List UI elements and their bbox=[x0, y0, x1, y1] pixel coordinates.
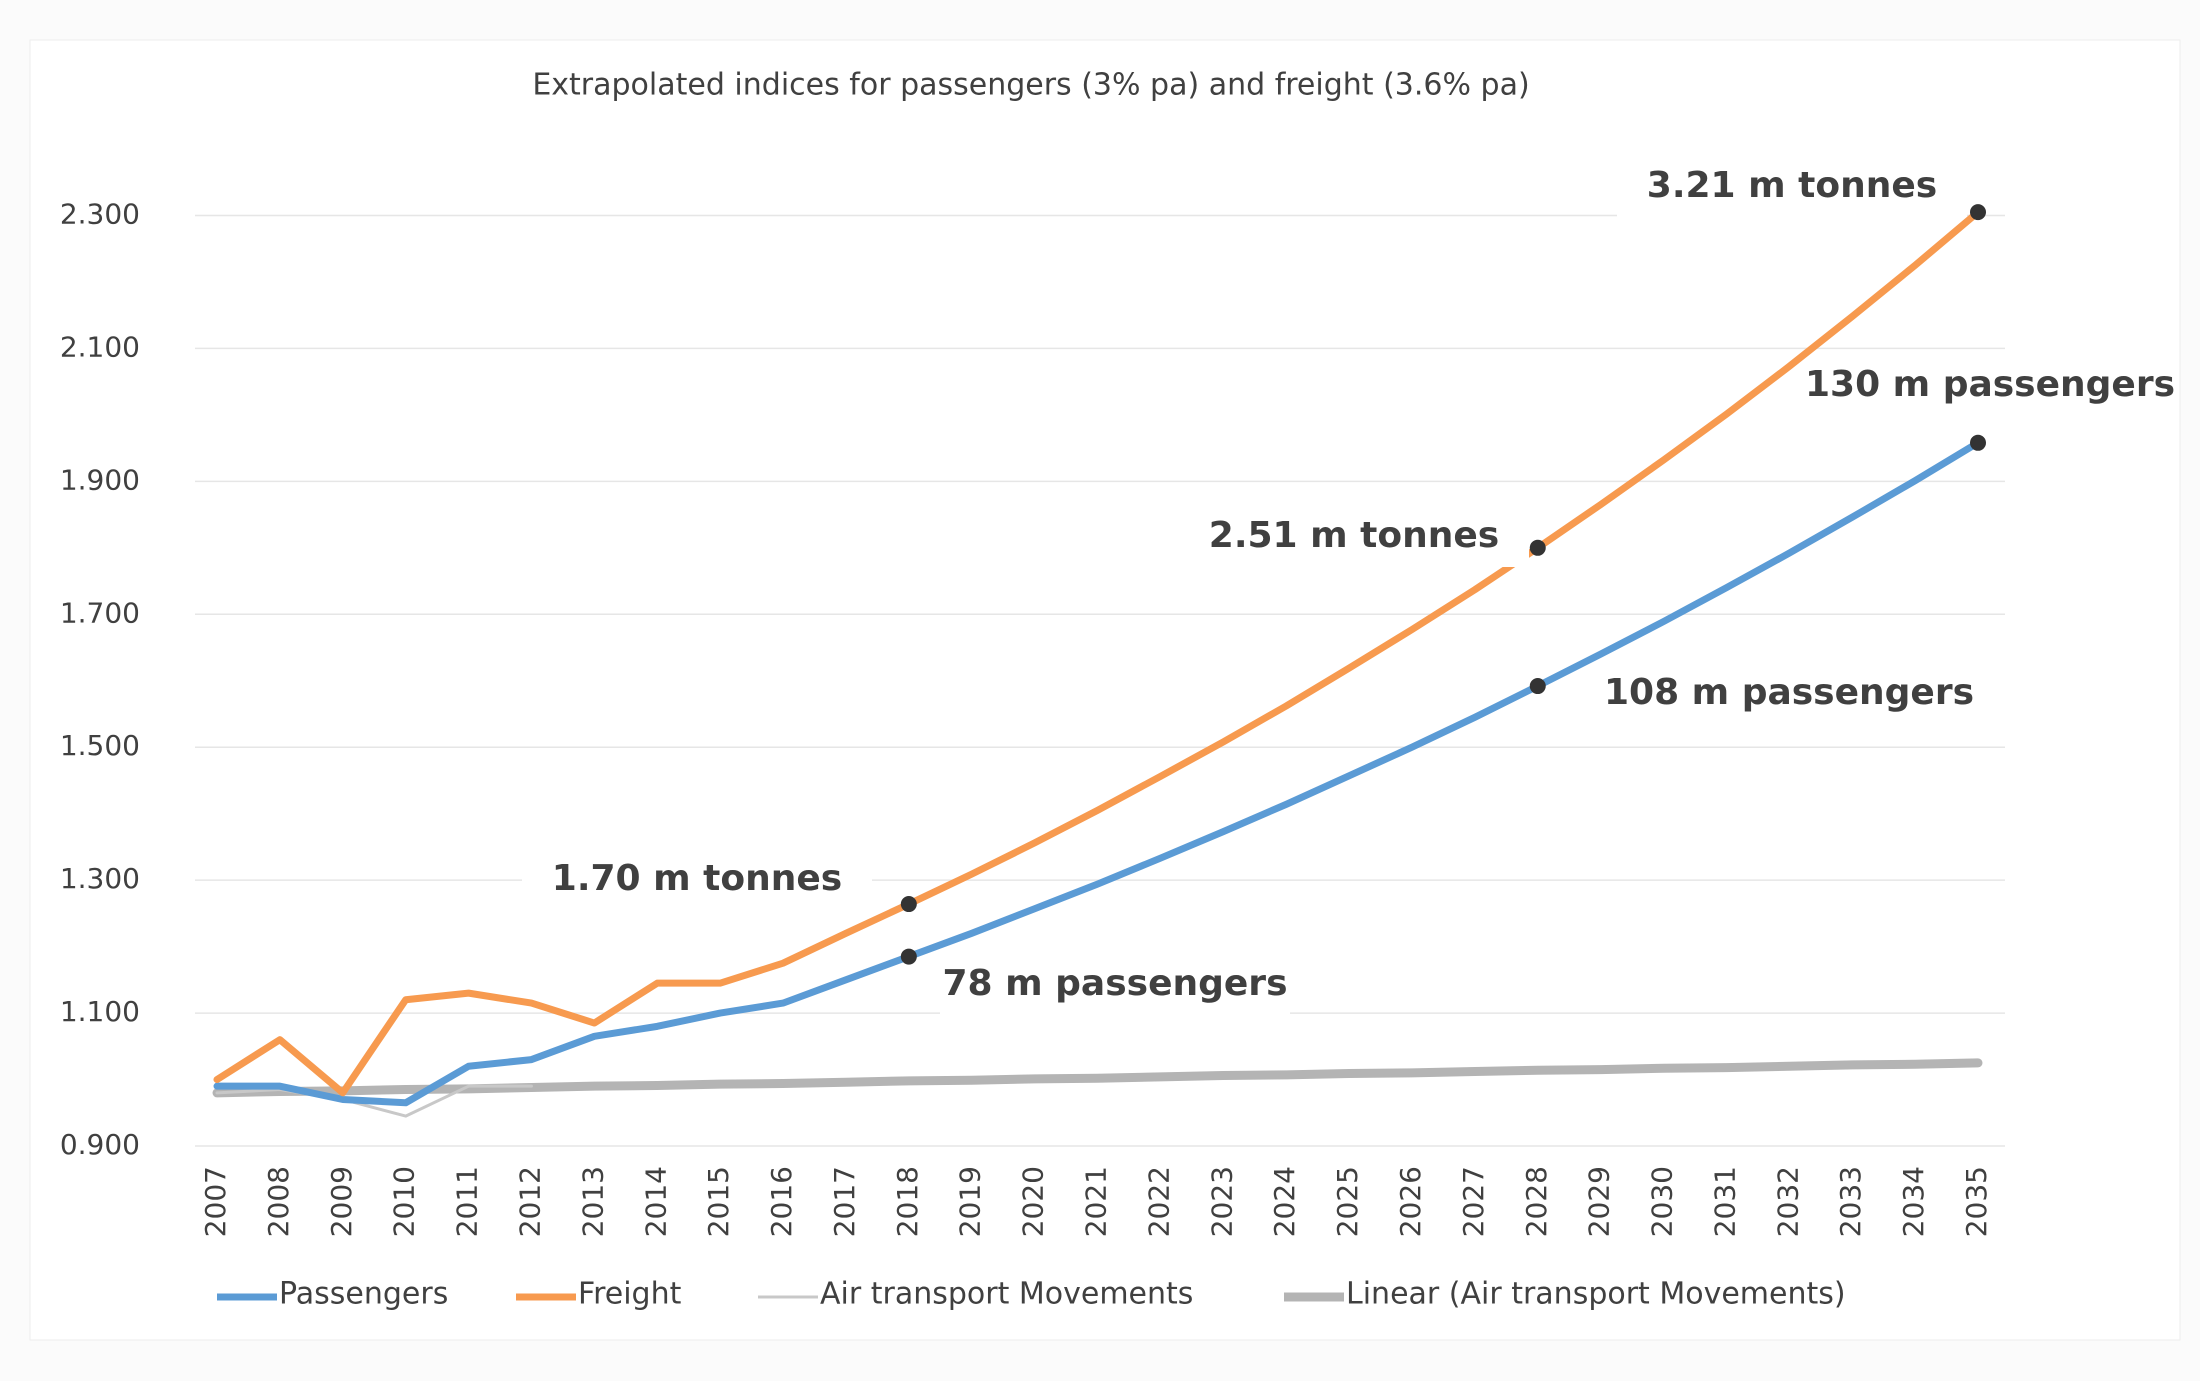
series-line bbox=[215, 1084, 533, 1118]
x-tick-label: 2023 bbox=[1205, 1166, 1238, 1237]
x-tick-label: 2027 bbox=[1457, 1166, 1490, 1237]
legend-label: Passengers bbox=[279, 1277, 448, 1312]
annotation-box bbox=[1614, 664, 1964, 724]
y-tick-label: 1.900 bbox=[60, 463, 140, 496]
y-tick-label: 2.300 bbox=[60, 197, 140, 230]
x-tick-label: 2019 bbox=[954, 1166, 987, 1237]
series-line bbox=[212, 1058, 1983, 1098]
x-tick-label: 2008 bbox=[262, 1166, 295, 1237]
x-tick-label: 2010 bbox=[388, 1166, 421, 1237]
x-tick-label: 2021 bbox=[1080, 1166, 1113, 1237]
marker bbox=[1970, 204, 1986, 221]
annotation-box bbox=[1815, 356, 2165, 416]
legend-label: Air transport Movements bbox=[820, 1277, 1193, 1312]
x-tick-label: 2028 bbox=[1520, 1166, 1553, 1237]
annotation-box bbox=[1179, 507, 1529, 567]
legend-label: Freight bbox=[578, 1277, 682, 1312]
annotation-box bbox=[522, 850, 872, 910]
annotation: 1.70 m tonnes bbox=[552, 858, 842, 899]
x-tick-label: 2029 bbox=[1583, 1166, 1616, 1237]
legend-label: Linear (Air transport Movements) bbox=[1346, 1277, 1846, 1312]
x-tick-label: 2012 bbox=[513, 1166, 546, 1237]
series-line bbox=[213, 208, 1982, 1097]
y-tick-label: 2.100 bbox=[60, 330, 140, 363]
annotation-box bbox=[940, 955, 1290, 1015]
annotation: 2.51 m tonnes bbox=[1209, 515, 1499, 556]
chart-title: Extrapolated indices for passengers (3% … bbox=[532, 68, 1529, 103]
x-tick-label: 2015 bbox=[702, 1166, 735, 1237]
marker bbox=[900, 948, 917, 965]
y-tick-label: 0.900 bbox=[60, 1128, 140, 1161]
annotation: 130 m passengers bbox=[1805, 364, 2175, 405]
annotation: 108 m passengers bbox=[1604, 672, 1974, 713]
x-tick-label: 2032 bbox=[1771, 1166, 1804, 1237]
x-tick-label: 2025 bbox=[1331, 1166, 1364, 1237]
x-tick-label: 2030 bbox=[1646, 1166, 1679, 1237]
annotation: 3.21 m tonnes bbox=[1647, 165, 1937, 206]
x-tick-label: 2031 bbox=[1708, 1166, 1741, 1237]
y-tick-label: 1.700 bbox=[60, 596, 140, 629]
x-tick-label: 2009 bbox=[325, 1166, 358, 1237]
x-tick-label: 2026 bbox=[1394, 1166, 1427, 1237]
x-tick-label: 2018 bbox=[891, 1166, 924, 1237]
annotation-box bbox=[1617, 157, 1967, 217]
x-tick-label: 2011 bbox=[451, 1166, 484, 1237]
marker bbox=[1970, 434, 1986, 451]
x-tick-label: 2013 bbox=[576, 1166, 609, 1237]
x-tick-label: 2033 bbox=[1834, 1166, 1867, 1237]
marker bbox=[1529, 539, 1546, 556]
x-tick-label: 2007 bbox=[199, 1166, 232, 1237]
x-tick-label: 2017 bbox=[828, 1166, 861, 1237]
marker bbox=[1529, 678, 1546, 695]
marker bbox=[900, 896, 917, 913]
x-tick-label: 2020 bbox=[1017, 1166, 1050, 1237]
series-line bbox=[213, 439, 1982, 1107]
y-tick-label: 1.500 bbox=[60, 729, 140, 762]
x-tick-label: 2034 bbox=[1897, 1166, 1930, 1237]
x-tick-label: 2024 bbox=[1268, 1166, 1301, 1237]
x-tick-label: 2016 bbox=[765, 1166, 798, 1237]
x-tick-label: 2022 bbox=[1142, 1166, 1175, 1237]
x-tick-label: 2035 bbox=[1960, 1166, 1993, 1237]
x-tick-label: 2014 bbox=[639, 1166, 672, 1237]
y-tick-label: 1.300 bbox=[60, 862, 140, 895]
annotation: 78 m passengers bbox=[942, 963, 1287, 1004]
y-tick-label: 1.100 bbox=[60, 995, 140, 1028]
